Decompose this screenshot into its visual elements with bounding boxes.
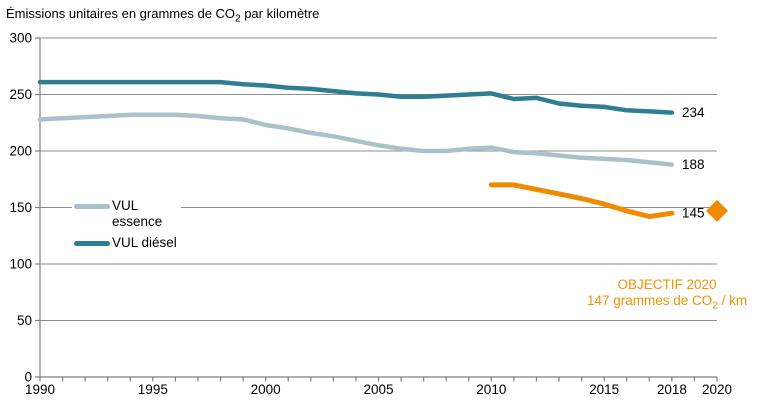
y-tick-label-50: 50 [17,313,32,328]
objective-value: 147 grammes de CO2 / km [586,292,748,312]
x-tick-label-2020: 2020 [702,382,732,397]
chart-title-text: Émissions unitaires en grammes de CO [6,6,236,21]
chart-title: Émissions unitaires en grammes de CO2 pa… [6,6,319,25]
chart-title-text-end: par kilomètre [240,6,320,21]
legend-label-line: VUL [112,198,139,213]
vul-essence-line-swatch [74,204,110,209]
y-tick-label-100: 100 [9,257,32,272]
y-tick-label-300: 300 [9,31,32,46]
end-value-label-1: 234 [682,105,705,120]
objective-diamond-marker [706,199,728,222]
chart-title-subscript: 2 [235,13,241,25]
x-tick-label-1995: 1995 [138,382,168,397]
series-line-2 [488,182,675,219]
legend-label-line: VUL diésel [112,235,177,250]
x-tick-label-1990: 1990 [25,382,55,397]
legend-label-vul-essence: VUL essence [112,198,162,230]
series-line-0 [37,112,675,167]
objective-title: OBJECTIF 2020 [617,277,717,292]
legend-item-vul-diesel: VUL diésel [74,235,177,251]
objective-annotation: OBJECTIF 2020 147 grammes de CO2 / km [558,277,759,314]
series-line-1 [37,79,675,115]
y-tick-label-0: 0 [24,370,32,385]
legend-item-vul-essence: VUL essence [74,198,177,230]
end-value-label-2: 145 [682,206,705,221]
x-tick-label-2018: 2018 [657,382,687,397]
legend-label-line: essence [112,214,163,229]
legend-label-vul-diesel: VUL diésel [112,235,177,251]
legend: VUL essence VUL diésel [72,196,181,258]
vul-diesel-line-swatch [74,241,110,246]
x-tick-label-2000: 2000 [251,382,281,397]
end-value-label-0: 188 [682,157,705,172]
x-tick-label-2010: 2010 [476,382,506,397]
y-tick-label-200: 200 [9,144,32,159]
y-tick-label-250: 250 [9,87,32,102]
x-tick-label-2005: 2005 [363,382,393,397]
y-tick-label-150: 150 [9,200,32,215]
x-tick-label-2015: 2015 [589,382,619,397]
